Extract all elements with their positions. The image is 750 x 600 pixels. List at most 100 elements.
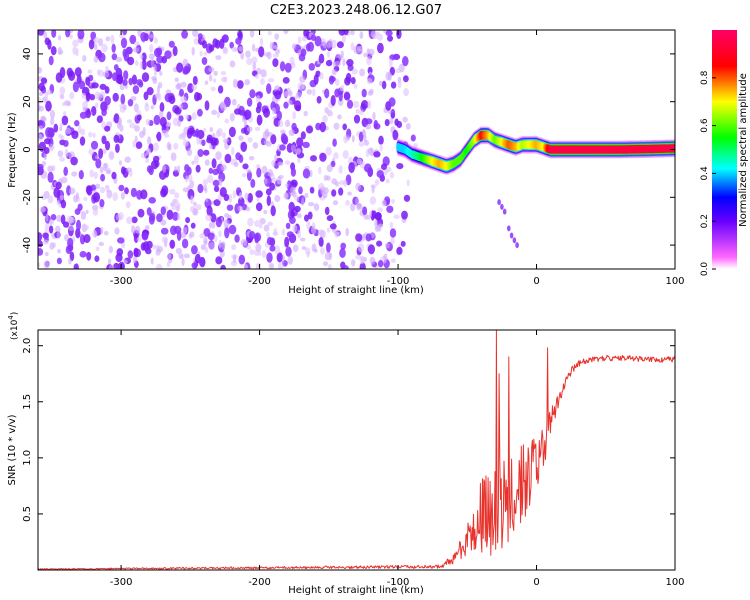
- noise-speckle: [237, 205, 243, 212]
- noise-speckle: [403, 75, 409, 83]
- noise-speckle: [60, 214, 66, 225]
- noise-speckle: [270, 205, 276, 217]
- noise-speckle: [232, 255, 237, 263]
- noise-speckle: [212, 179, 220, 187]
- noise-speckle: [66, 67, 74, 78]
- noise-speckle: [40, 77, 48, 84]
- noise-speckle: [224, 118, 229, 124]
- noise-speckle: [145, 118, 151, 126]
- noise-speckle: [53, 123, 59, 133]
- noise-speckle: [92, 132, 96, 139]
- noise-speckle: [181, 258, 185, 266]
- noise-speckle: [302, 168, 311, 179]
- noise-speckle: [218, 178, 223, 187]
- noise-speckle: [274, 33, 280, 40]
- noise-speckle: [81, 223, 88, 233]
- noise-speckle: [202, 185, 208, 191]
- noise-speckle: [326, 109, 333, 117]
- noise-speckle: [254, 126, 261, 131]
- noise-speckle: [309, 186, 315, 194]
- noise-speckle: [159, 71, 163, 76]
- noise-speckle: [177, 119, 181, 127]
- noise-speckle: [185, 217, 191, 224]
- noise-speckle: [88, 148, 94, 156]
- noise-speckle: [213, 185, 220, 193]
- noise-speckle: [362, 206, 368, 215]
- y-tick-label: 1.5: [22, 394, 33, 410]
- noise-speckle: [57, 249, 61, 254]
- noise-speckle: [156, 85, 160, 95]
- noise-speckle: [148, 53, 155, 60]
- noise-speckle: [247, 137, 253, 143]
- noise-speckle: [310, 155, 317, 162]
- noise-speckle: [72, 81, 79, 93]
- noise-speckle: [149, 44, 154, 53]
- noise-speckle: [68, 258, 72, 265]
- noise-speckle: [59, 156, 66, 162]
- noise-speckle: [119, 103, 126, 109]
- noise-speckle: [343, 91, 351, 101]
- noise-speckle: [216, 111, 220, 119]
- noise-speckle: [396, 246, 403, 255]
- noise-speckle: [204, 159, 210, 166]
- noise-speckle: [80, 128, 86, 136]
- noise-speckle: [333, 152, 339, 160]
- noise-speckle: [258, 46, 265, 58]
- noise-speckle: [373, 123, 381, 130]
- noise-speckle: [389, 228, 397, 238]
- noise-speckle: [284, 192, 289, 200]
- snr-y-multiplier: (x104): [7, 312, 20, 340]
- noise-speckle: [83, 196, 88, 202]
- noise-speckle: [128, 77, 133, 86]
- noise-speckle: [327, 263, 332, 269]
- noise-speckle: [180, 231, 187, 239]
- noise-speckle: [280, 129, 286, 134]
- noise-speckle: [355, 254, 362, 260]
- noise-speckle: [217, 85, 224, 94]
- noise-speckle: [73, 194, 78, 203]
- noise-speckle: [181, 30, 189, 39]
- noise-speckle: [80, 210, 87, 220]
- noise-speckle: [278, 175, 284, 179]
- noise-speckle: [132, 47, 140, 53]
- noise-speckle: [203, 51, 208, 56]
- noise-speckle: [82, 55, 87, 62]
- noise-speckle: [392, 129, 399, 141]
- noise-speckle: [243, 239, 248, 248]
- y-tick-label: 40: [22, 48, 33, 61]
- noise-speckle: [235, 37, 242, 45]
- noise-speckle: [255, 106, 261, 114]
- noise-speckle: [88, 131, 93, 138]
- noise-speckle: [263, 177, 268, 185]
- noise-speckle: [118, 212, 124, 221]
- noise-speckle: [156, 47, 163, 57]
- noise-speckle: [133, 103, 139, 113]
- noise-speckle: [376, 240, 383, 247]
- noise-speckle: [389, 58, 393, 68]
- noise-speckle: [284, 183, 289, 188]
- noise-speckle: [170, 152, 177, 161]
- noise-speckle: [210, 86, 216, 92]
- noise-speckle: [93, 171, 98, 179]
- noise-speckle: [110, 34, 115, 44]
- noise-speckle: [272, 231, 279, 236]
- noise-speckle: [186, 148, 193, 157]
- noise-speckle: [334, 78, 340, 86]
- noise-speckle: [206, 205, 213, 217]
- noise-speckle: [147, 136, 152, 145]
- noise-speckle: [345, 200, 350, 206]
- noise-speckle: [117, 237, 125, 244]
- noise-speckle: [379, 143, 383, 152]
- noise-speckle: [38, 66, 43, 74]
- noise-speckle: [254, 233, 260, 244]
- noise-speckle: [118, 117, 122, 126]
- noise-speckle: [120, 192, 125, 200]
- noise-speckle: [170, 225, 177, 236]
- noise-speckle: [141, 59, 147, 70]
- noise-speckle: [161, 129, 168, 136]
- noise-speckle: [288, 129, 295, 137]
- noise-speckle: [298, 186, 303, 195]
- noise-speckle: [38, 232, 43, 242]
- noise-speckle: [148, 215, 155, 225]
- noise-speckle: [141, 52, 147, 62]
